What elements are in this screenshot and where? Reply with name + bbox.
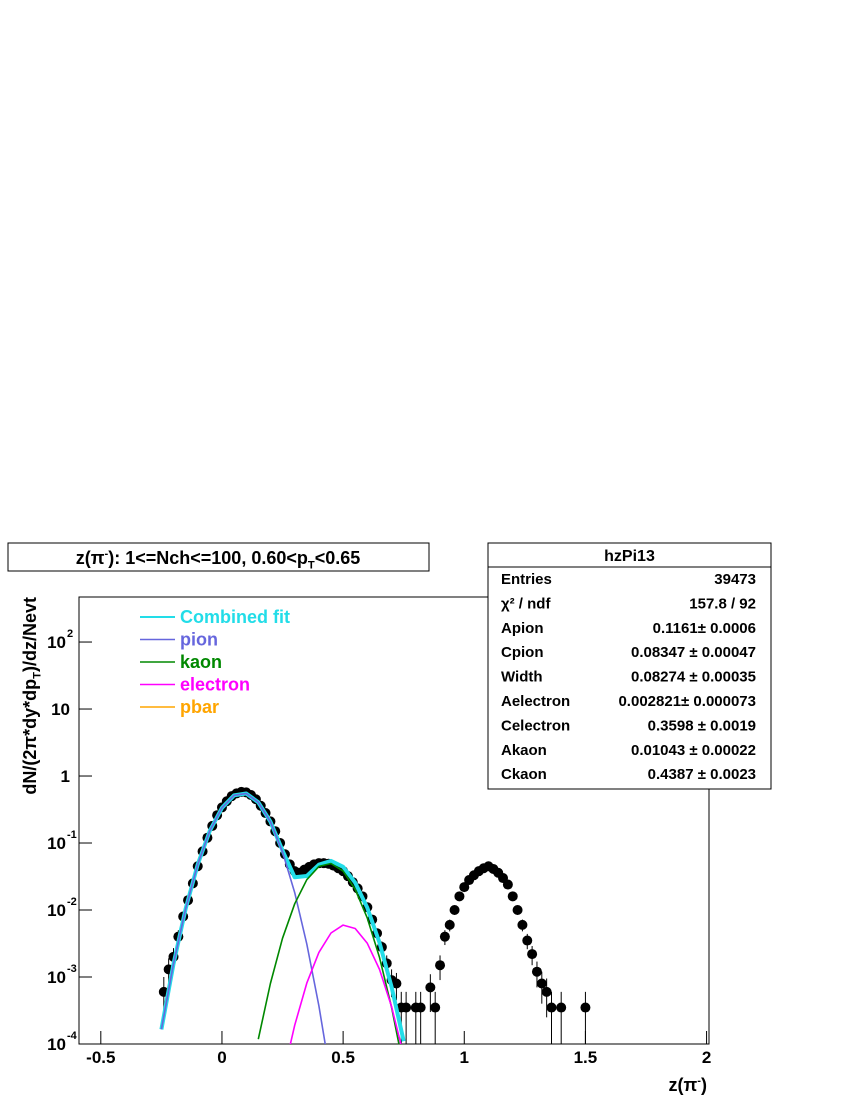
legend-label: pion (180, 630, 218, 650)
x-axis-title-part: z(π (669, 1075, 698, 1095)
y-tick-label: 10 (47, 633, 66, 652)
stats-value: 0.08347 ± 0.00047 (631, 644, 756, 661)
stats-value: 0.4387 ± 0.0023 (648, 766, 756, 783)
data-point (439, 931, 450, 942)
x-tick-label: 0 (217, 1048, 226, 1067)
data-point (430, 1002, 441, 1013)
data-point (425, 982, 436, 993)
y-tick-label: 10 (47, 1035, 66, 1054)
plot-frame (78, 596, 710, 1045)
y-tick-exponent: -3 (67, 963, 77, 975)
plot-area (158, 786, 591, 1044)
stats-name: Akaon (501, 742, 547, 759)
y-axis-title: dN/(2π*dy*dpT)/dz/Nevt (20, 597, 44, 795)
x-tick-label: 2 (702, 1048, 711, 1067)
y-axis-title-part: dN/(2π*dy*dp (20, 679, 40, 795)
data-point (454, 891, 465, 902)
x-tick-label: -0.5 (86, 1048, 115, 1067)
data-point (517, 919, 528, 930)
y-axis-title-part: T (32, 672, 44, 679)
legend-label: pbar (180, 697, 219, 717)
fit-curve (257, 862, 400, 1044)
x-tick-label: 1 (460, 1048, 469, 1067)
y-tick-label: 10 (47, 968, 66, 987)
data-point (401, 1002, 412, 1013)
legend-label: kaon (180, 652, 222, 672)
stats-box (487, 542, 772, 790)
stats-value: 0.01043 ± 0.00022 (631, 742, 756, 759)
data-point (531, 966, 542, 977)
data-point (580, 1002, 591, 1013)
chart-title-part: z(π (76, 548, 105, 568)
stats-value: 0.002821± 0.000073 (618, 693, 756, 710)
stats-name: Celectron (501, 717, 570, 734)
stats-name: Aelectron (501, 693, 570, 710)
stats-name: Entries (501, 571, 552, 588)
x-tick-label: 0.5 (331, 1048, 355, 1067)
data-point (546, 1002, 557, 1013)
y-tick-label: 10 (51, 700, 70, 719)
title-box (7, 542, 430, 572)
chart-title-part: - (105, 548, 109, 560)
x-axis-title: z(π-) (669, 1075, 708, 1095)
data-point (449, 905, 460, 916)
x-axis-title-part: ) (701, 1075, 707, 1095)
data-point (536, 978, 547, 989)
data-point (415, 1002, 426, 1013)
data-point (444, 919, 455, 930)
stats-title: hzPi13 (604, 548, 655, 565)
stats-name: Ckaon (501, 766, 547, 783)
stats-value: 0.3598 ± 0.0019 (648, 717, 756, 734)
fit-curve (289, 924, 402, 1044)
data-point (556, 1002, 567, 1013)
chart-title-part: T (308, 560, 315, 572)
data-point (541, 986, 552, 997)
data-point (512, 905, 523, 916)
data-point (527, 949, 538, 960)
stats-name: Apion (501, 620, 544, 637)
stats-name: Width (501, 669, 543, 686)
y-tick-label: 10 (47, 901, 66, 920)
stats-value: 157.8 / 92 (689, 595, 756, 612)
data-point (459, 882, 470, 893)
chart-title: z(π-): 1<=Nch<=100, 0.60<pT<0.65 (76, 548, 361, 572)
stats-name: χ² / ndf (501, 595, 551, 612)
stats-name: Cpion (501, 644, 544, 661)
y-tick-exponent: -2 (67, 896, 77, 908)
y-tick-label: 1 (61, 767, 70, 786)
stats-value: 0.08274 ± 0.00035 (631, 669, 756, 686)
y-tick-exponent: -1 (67, 829, 77, 841)
stats-value: 0.1161± 0.0006 (653, 620, 756, 637)
y-tick-exponent: -4 (67, 1030, 78, 1042)
data-point (502, 879, 513, 890)
y-tick-label: 10 (47, 834, 66, 853)
data-point (522, 935, 533, 946)
stats-value: 39473 (714, 571, 756, 588)
x-tick-label: 1.5 (574, 1048, 598, 1067)
chart-title-part: <0.65 (315, 548, 361, 568)
y-tick-exponent: 2 (67, 628, 73, 640)
data-point (391, 978, 402, 989)
legend-label: Combined fit (180, 607, 290, 627)
chart-title-part: ): 1<=Nch<=100, 0.60<p (108, 548, 308, 568)
data-point (507, 891, 518, 902)
fit-curve (160, 792, 327, 1044)
x-axis-title-part: - (697, 1075, 701, 1087)
data-point (435, 960, 446, 971)
legend-label: electron (180, 675, 250, 695)
y-axis-title-part: )/dz/Nevt (20, 597, 40, 672)
